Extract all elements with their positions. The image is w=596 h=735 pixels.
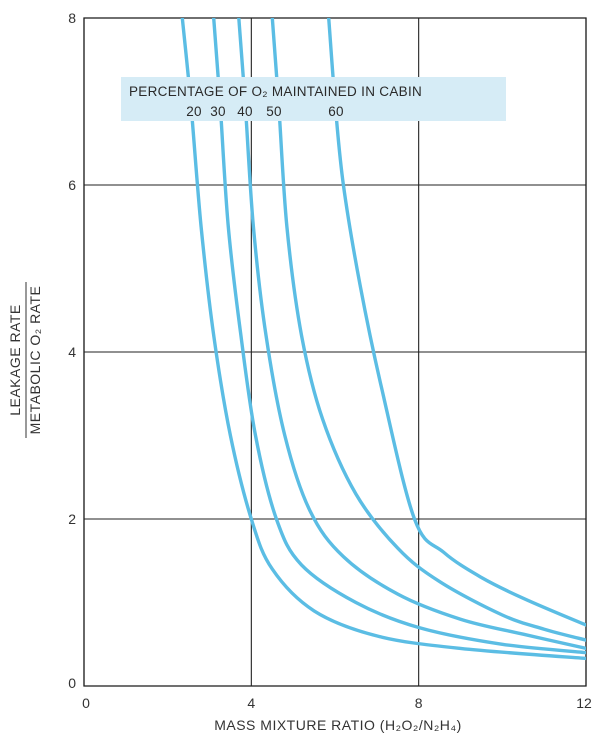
legend-label-50: 50 xyxy=(266,104,282,119)
y-tick-label-4: 4 xyxy=(68,344,76,360)
y-axis-title: LEAKAGE RATE METABOLIC O₂ RATE xyxy=(7,282,43,438)
legend-title: PERCENTAGE OF O₂ MAINTAINED IN CABIN xyxy=(129,84,422,99)
series-line-50 xyxy=(270,18,586,642)
x-tick-label-12: 12 xyxy=(576,695,592,711)
x-axis-title: MASS MIXTURE RATIO (H₂O₂/N₂H₄) xyxy=(214,717,462,733)
tick-labels: 0 4 8 12 0 2 4 6 8 xyxy=(68,10,592,711)
y-tick-label-2: 2 xyxy=(68,511,76,527)
y-axis-title-denominator: METABOLIC O₂ RATE xyxy=(27,286,43,435)
series-group xyxy=(180,18,586,661)
series-line-60 xyxy=(327,18,586,627)
legend-label-60: 60 xyxy=(328,104,344,119)
x-tick-label-8: 8 xyxy=(415,695,423,711)
series-line-20 xyxy=(180,18,586,661)
legend-label-20: 20 xyxy=(186,104,202,119)
legend-label-40: 40 xyxy=(237,104,253,119)
y-axis-title-numerator: LEAKAGE RATE xyxy=(7,304,23,416)
series-line-40 xyxy=(237,18,586,651)
legend-labels: 20 30 40 50 60 xyxy=(186,104,344,119)
x-tick-label-4: 4 xyxy=(247,695,255,711)
legend-label-30: 30 xyxy=(210,104,226,119)
y-tick-label-8: 8 xyxy=(68,10,76,26)
x-tick-label-0: 0 xyxy=(82,695,90,711)
plot-frame xyxy=(83,17,587,687)
legend-background xyxy=(121,77,506,121)
legend: PERCENTAGE OF O₂ MAINTAINED IN CABIN 20 3… xyxy=(121,77,506,121)
y-tick-label-0: 0 xyxy=(68,675,76,691)
y-tick-label-6: 6 xyxy=(68,177,76,193)
series-line-30 xyxy=(212,18,586,655)
